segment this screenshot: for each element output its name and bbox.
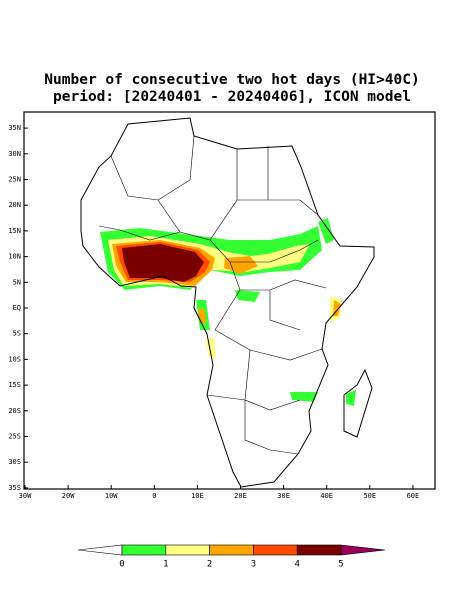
lon-tick-label: 10W	[105, 492, 118, 500]
lon-tick-label: 40E	[320, 492, 333, 500]
colorbar-box	[296, 544, 342, 556]
hot-area	[290, 392, 318, 402]
title-line: Number of consecutive two hot days (HI>4…	[44, 72, 419, 88]
lat-tick-label: 30N	[8, 150, 21, 158]
lon-tick-label: 30W	[19, 492, 32, 500]
colorbar-label: 5	[338, 560, 343, 570]
lat-tick-label: 20S	[8, 407, 21, 415]
lon-tick-label: 20E	[234, 492, 247, 500]
map-frame	[23, 111, 436, 490]
colorbar-label: 2	[207, 560, 212, 570]
lat-tick-label: 35S	[8, 484, 21, 492]
lat-tick-label: 25N	[8, 176, 21, 184]
madagascar-coastline	[343, 368, 373, 438]
colorbar-box	[209, 544, 254, 556]
lat-tick-label: 30S	[8, 458, 21, 466]
lon-tick-label: 0	[152, 492, 156, 500]
lat-tick-label: 25S	[8, 433, 21, 441]
hot-days-field	[100, 218, 356, 406]
country-borders	[98, 135, 327, 455]
lat-tick-label: 5N	[13, 278, 21, 286]
colorbar-label: 0	[119, 560, 124, 570]
colorbar-box	[165, 544, 210, 556]
colorbar-arrow-low	[77, 544, 123, 556]
lat-tick-label: 20N	[8, 201, 21, 209]
colorbar-label: 1	[163, 560, 168, 570]
hot-area	[122, 244, 204, 282]
lat-tick-label: 10N	[8, 253, 21, 261]
lat-tick-label: 10S	[8, 355, 21, 363]
lat-tick-label: 15S	[8, 381, 21, 389]
lon-tick-label: 50E	[363, 492, 376, 500]
lat-tick-label: 35N	[8, 124, 21, 132]
lon-tick-label: 20W	[62, 492, 75, 500]
colorbar-box	[253, 544, 298, 556]
colorbar-arrow-high	[340, 544, 386, 556]
hot-area	[346, 390, 356, 406]
colorbar-label: 3	[251, 560, 256, 570]
lon-tick-label: 60E	[407, 492, 420, 500]
lat-tick-label: 15N	[8, 227, 21, 235]
lon-tick-label: 30E	[277, 492, 290, 500]
lat-tick-label: EQ	[13, 304, 21, 312]
lat-tick-label: 5S	[13, 330, 21, 338]
title-line: period: [20240401 - 20240406], ICON mode…	[53, 89, 411, 105]
colorbar-box	[121, 544, 167, 556]
africa-coastline	[80, 117, 375, 488]
hot-area	[318, 218, 334, 244]
colorbar-label: 4	[294, 560, 299, 570]
lon-tick-label: 10E	[191, 492, 204, 500]
hot-area	[235, 290, 260, 302]
colorbar: 0 1 2 3 4 5	[77, 544, 386, 570]
